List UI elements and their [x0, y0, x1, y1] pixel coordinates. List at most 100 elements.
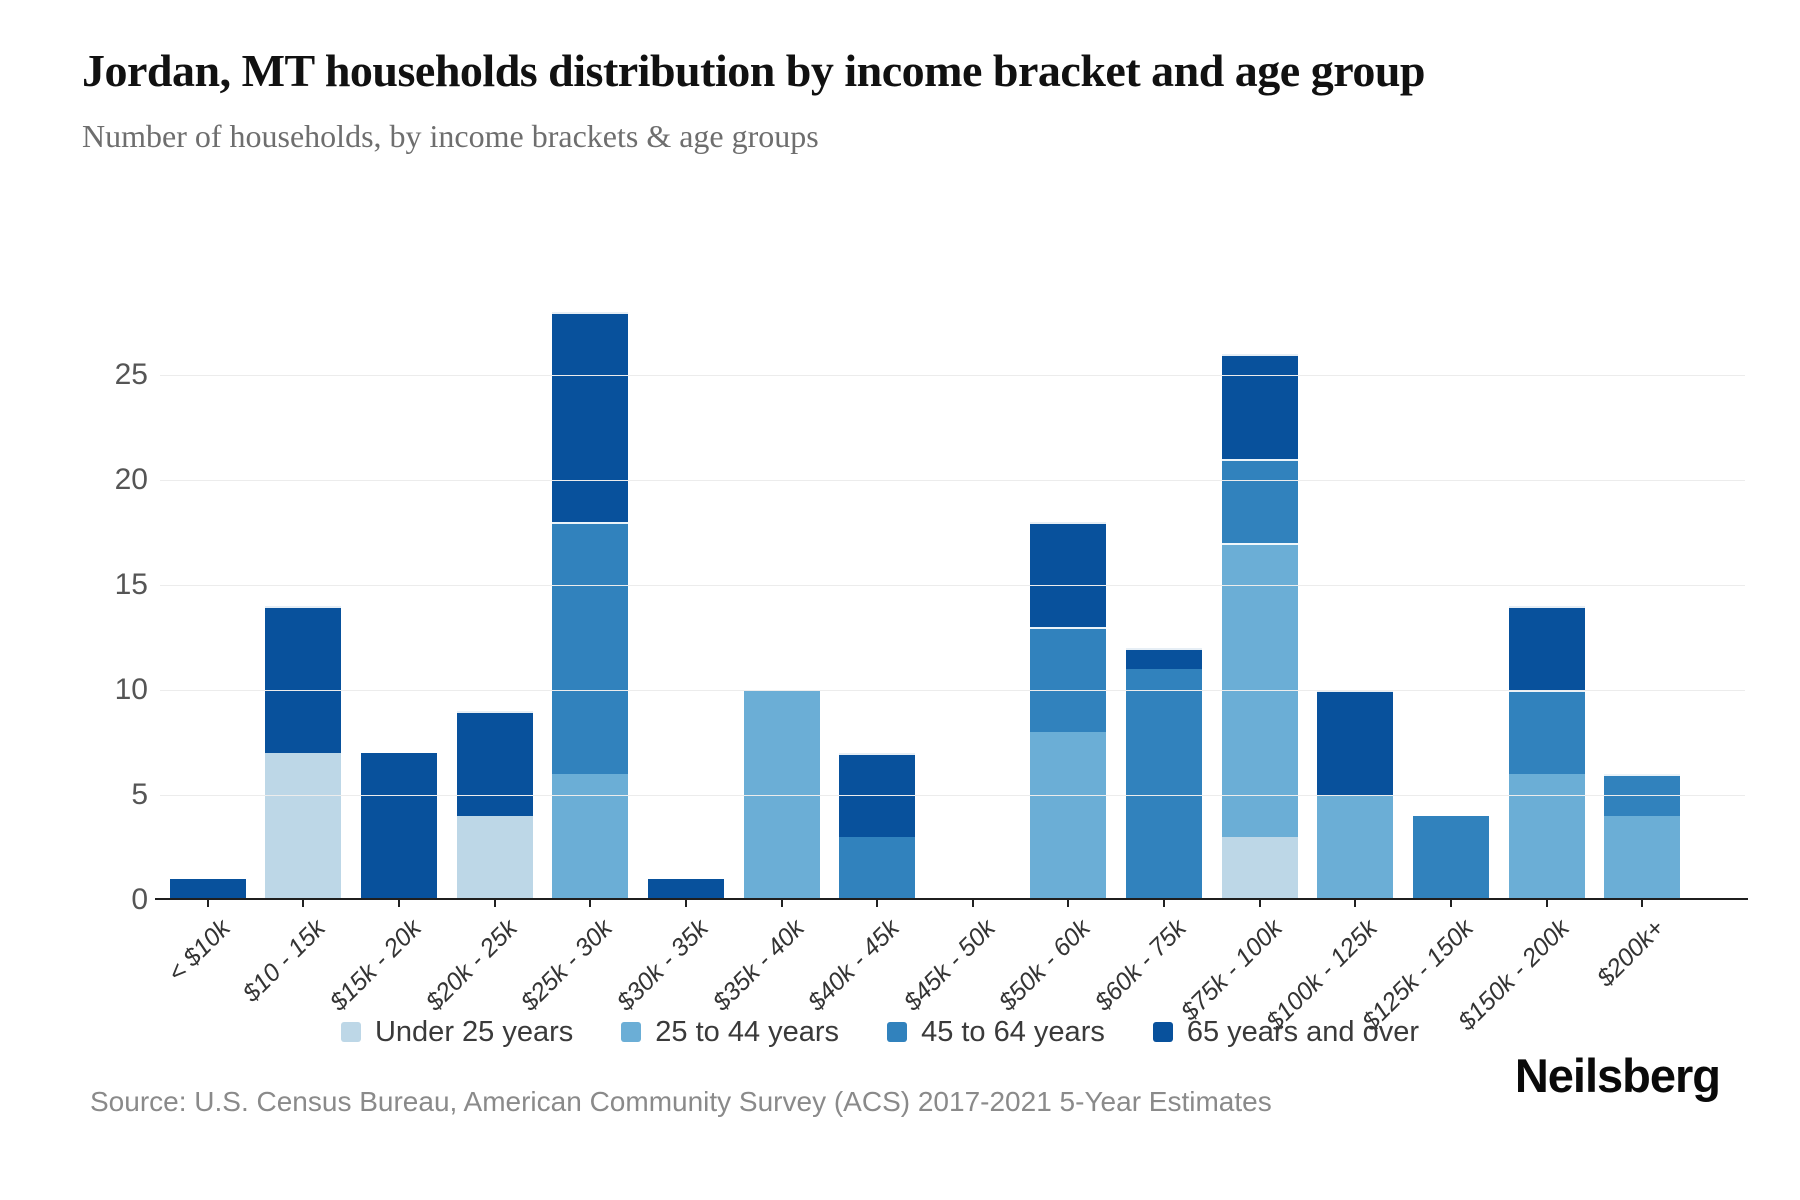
- bar-segment-under-25-years: [456, 816, 533, 900]
- x-tick: [684, 900, 687, 907]
- bar-3: [361, 753, 438, 900]
- bar-segment-45-to-64-years: [1412, 816, 1489, 900]
- y-tick-label: 25: [114, 358, 148, 391]
- legend-item: 65 years and over: [1152, 1016, 1420, 1048]
- x-tick: [1258, 900, 1261, 907]
- bar-14: [1412, 816, 1489, 900]
- bar-segment-45-to-64-years: [1126, 669, 1203, 900]
- legend-swatch: [887, 1022, 908, 1042]
- x-tick: [589, 900, 592, 907]
- bar-segment-65-years-and-over: [169, 879, 246, 900]
- bar-segment-under-25-years: [265, 753, 342, 900]
- gridline: [160, 480, 1745, 481]
- legend-item: 45 to 64 years: [887, 1016, 1105, 1048]
- bar-segment-65-years-and-over: [647, 879, 724, 900]
- x-tick: [1163, 900, 1166, 907]
- y-tick-label: 20: [114, 463, 148, 496]
- chart-title: Jordan, MT households distribution by in…: [82, 45, 1425, 96]
- bar-segment-25-to-44-years: [1317, 795, 1394, 900]
- x-tick-label: $200k+: [1591, 914, 1670, 993]
- bar-segment-65-years-and-over: [1508, 606, 1585, 690]
- x-tick: [302, 900, 305, 907]
- bar-12: [1221, 354, 1298, 900]
- y-tick-label: 15: [114, 568, 148, 601]
- bar-11: [1126, 648, 1203, 900]
- bar-6: [647, 879, 724, 900]
- bar-segment-65-years-and-over: [361, 753, 438, 900]
- x-tick-label: $20k - 25k: [420, 914, 523, 1017]
- x-tick: [206, 900, 209, 907]
- bar-segment-45-to-64-years: [839, 837, 916, 900]
- bar-segment-45-to-64-years: [1030, 627, 1107, 732]
- chart-subtitle: Number of households, by income brackets…: [82, 118, 819, 154]
- bar-13: [1317, 690, 1394, 900]
- bar-segment-65-years-and-over: [552, 312, 629, 522]
- x-tick-label: $60k - 75k: [1089, 914, 1192, 1017]
- y-tick-label: 10: [114, 673, 148, 706]
- bar-segment-25-to-44-years: [1508, 774, 1585, 900]
- bar-segment-45-to-64-years: [1221, 459, 1298, 543]
- gridline: [160, 585, 1745, 586]
- legend: Under 25 years 25 to 44 years 45 to 64 yea…: [0, 1016, 1760, 1048]
- legend-swatch: [1152, 1022, 1173, 1042]
- x-tick-label: < $10k: [162, 914, 236, 988]
- bar-segment-25-to-44-years: [1604, 816, 1681, 900]
- x-axis-line: [155, 898, 1748, 900]
- bar-8: [839, 753, 916, 900]
- bar-10: [1030, 522, 1107, 900]
- y-tick-label: 5: [131, 778, 148, 811]
- legend-label: 25 to 44 years: [655, 1016, 840, 1048]
- legend-label: 45 to 64 years: [921, 1016, 1105, 1048]
- bar-segment-65-years-and-over: [265, 606, 342, 753]
- bar-2: [265, 606, 342, 900]
- x-tick-label: $35k - 40k: [707, 914, 810, 1017]
- bar-1: [169, 879, 246, 900]
- legend-item: Under 25 years: [340, 1016, 574, 1048]
- bar-segment-65-years-and-over: [1030, 522, 1107, 627]
- x-tick: [1354, 900, 1357, 907]
- neilsberg-logo: Neilsberg: [1514, 1049, 1721, 1102]
- x-tick: [1067, 900, 1070, 907]
- source-attribution: Source: U.S. Census Bureau, American Com…: [90, 1086, 1272, 1117]
- x-tick: [780, 900, 783, 907]
- x-tick: [1449, 900, 1452, 907]
- bar-segment-25-to-44-years: [552, 774, 629, 900]
- legend-swatch: [621, 1022, 642, 1042]
- plot-area: [160, 270, 1745, 900]
- legend-label: 65 years and over: [1186, 1016, 1420, 1048]
- bar-segment-under-25-years: [1221, 837, 1298, 900]
- bar-segment-65-years-and-over: [1221, 354, 1298, 459]
- x-tick-label: $10 - 15k: [237, 914, 332, 1008]
- bar-segment-45-to-64-years: [1508, 690, 1585, 774]
- gridline: [160, 375, 1745, 376]
- x-tick-label: $45k - 50k: [898, 914, 1001, 1017]
- x-tick-label: $25k - 30k: [515, 914, 619, 1017]
- bar-segment-65-years-and-over: [1317, 690, 1394, 795]
- legend-swatch: [340, 1022, 361, 1042]
- x-tick: [1545, 900, 1548, 907]
- y-tick-label: 0: [131, 883, 148, 916]
- legend-item: 25 to 44 years: [621, 1016, 839, 1048]
- gridline: [160, 690, 1745, 691]
- bar-15: [1508, 606, 1585, 900]
- x-tick-label: $30k - 35k: [611, 914, 714, 1017]
- bar-16: [1604, 774, 1681, 900]
- x-tick-label: $50k - 60k: [993, 914, 1097, 1017]
- x-tick: [398, 900, 401, 907]
- bar-segment-65-years-and-over: [1126, 648, 1203, 669]
- x-tick-label: $15k - 20k: [324, 914, 427, 1017]
- x-tick: [971, 900, 974, 907]
- x-tick: [1641, 900, 1644, 907]
- bar-4: [456, 711, 533, 900]
- gridline: [160, 795, 1745, 796]
- x-tick: [493, 900, 496, 907]
- bar-segment-45-to-64-years: [552, 522, 629, 774]
- bars-area: [160, 270, 1690, 900]
- x-tick: [876, 900, 879, 907]
- bar-segment-65-years-and-over: [456, 711, 533, 816]
- bar-5: [552, 312, 629, 900]
- bar-segment-25-to-44-years: [1030, 732, 1107, 900]
- x-tick-label: $40k - 45k: [802, 914, 905, 1017]
- legend-label: Under 25 years: [374, 1016, 574, 1048]
